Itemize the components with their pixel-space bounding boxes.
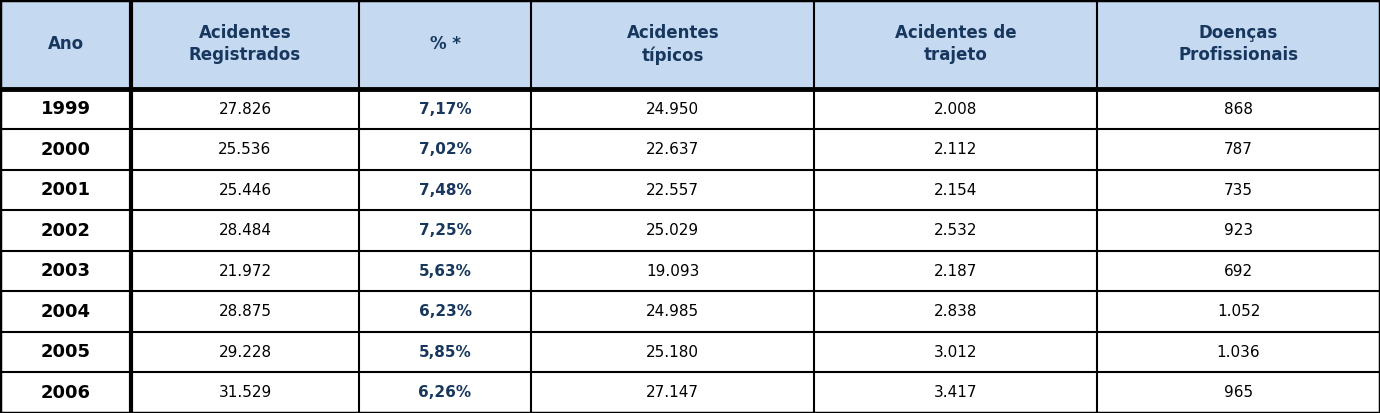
- Text: 3.417: 3.417: [934, 385, 977, 400]
- Text: 6,23%: 6,23%: [418, 304, 472, 319]
- Text: 2002: 2002: [40, 222, 91, 240]
- Text: 25.446: 25.446: [218, 183, 272, 197]
- Text: 25.536: 25.536: [218, 142, 272, 157]
- Text: 2003: 2003: [40, 262, 91, 280]
- Bar: [0, 89, 1380, 129]
- Text: 2.008: 2.008: [934, 102, 977, 116]
- Text: 2.532: 2.532: [934, 223, 977, 238]
- Text: 25.180: 25.180: [646, 345, 700, 360]
- Bar: [0, 251, 1380, 292]
- Text: 5,63%: 5,63%: [418, 263, 472, 279]
- Text: 28.484: 28.484: [218, 223, 272, 238]
- Bar: [0, 170, 1380, 210]
- Text: 2.154: 2.154: [934, 183, 977, 197]
- Text: 692: 692: [1224, 263, 1253, 279]
- Text: 965: 965: [1224, 385, 1253, 400]
- Text: % *: % *: [429, 36, 461, 53]
- Text: 7,17%: 7,17%: [418, 102, 472, 116]
- Text: 2000: 2000: [40, 140, 91, 159]
- Text: 29.228: 29.228: [218, 345, 272, 360]
- Text: 1999: 1999: [40, 100, 91, 118]
- Text: 19.093: 19.093: [646, 263, 700, 279]
- Text: 2005: 2005: [40, 343, 91, 361]
- Text: 22.637: 22.637: [646, 142, 700, 157]
- Text: 735: 735: [1224, 183, 1253, 197]
- Text: 868: 868: [1224, 102, 1253, 116]
- Text: 2004: 2004: [40, 303, 91, 320]
- Text: Acidentes de
trajeto: Acidentes de trajeto: [894, 24, 1017, 64]
- Text: 7,25%: 7,25%: [418, 223, 472, 238]
- Text: 6,26%: 6,26%: [418, 385, 472, 400]
- Text: Acidentes
Registrados: Acidentes Registrados: [189, 24, 301, 64]
- Text: 5,85%: 5,85%: [418, 345, 472, 360]
- Text: 3.012: 3.012: [934, 345, 977, 360]
- Text: 1.052: 1.052: [1217, 304, 1260, 319]
- Text: Acidentes
típicos: Acidentes típicos: [627, 24, 719, 65]
- Text: 27.147: 27.147: [646, 385, 700, 400]
- Text: 2.112: 2.112: [934, 142, 977, 157]
- Bar: [0, 373, 1380, 413]
- Text: 21.972: 21.972: [218, 263, 272, 279]
- Bar: [0, 210, 1380, 251]
- Text: 2001: 2001: [40, 181, 91, 199]
- Bar: [0, 332, 1380, 373]
- Text: 1.036: 1.036: [1217, 345, 1260, 360]
- Text: 22.557: 22.557: [646, 183, 700, 197]
- Text: 787: 787: [1224, 142, 1253, 157]
- Text: 25.029: 25.029: [646, 223, 700, 238]
- Text: 24.985: 24.985: [646, 304, 700, 319]
- Text: 2.187: 2.187: [934, 263, 977, 279]
- Text: 2.838: 2.838: [934, 304, 977, 319]
- Text: 28.875: 28.875: [218, 304, 272, 319]
- Text: Doenças
Profissionais: Doenças Profissionais: [1179, 24, 1299, 64]
- Text: 923: 923: [1224, 223, 1253, 238]
- Text: 27.826: 27.826: [218, 102, 272, 116]
- Text: 7,02%: 7,02%: [418, 142, 472, 157]
- Bar: [0, 292, 1380, 332]
- Text: 24.950: 24.950: [646, 102, 700, 116]
- Text: Ano: Ano: [47, 36, 84, 53]
- Text: 7,48%: 7,48%: [418, 183, 472, 197]
- Text: 31.529: 31.529: [218, 385, 272, 400]
- Text: 2006: 2006: [40, 384, 91, 402]
- Bar: [0, 129, 1380, 170]
- Bar: [0, 0, 1380, 89]
